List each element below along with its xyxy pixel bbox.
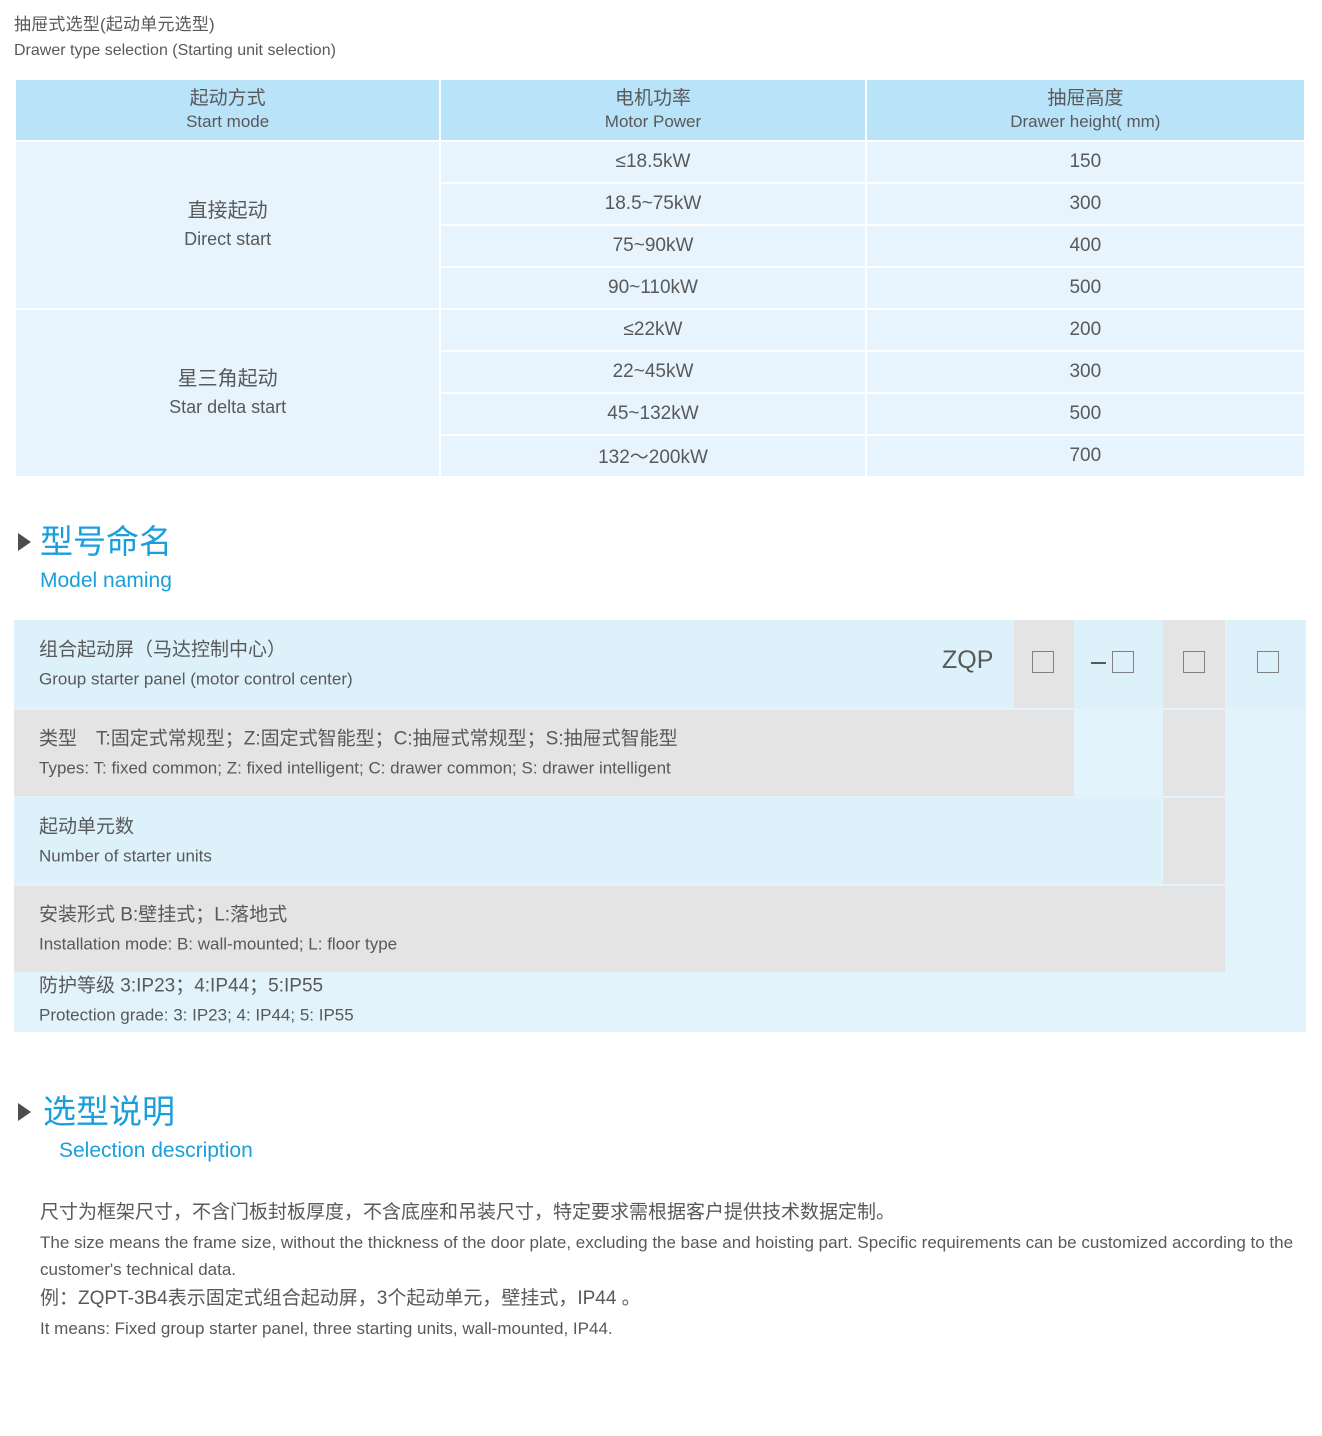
section-heading-cn: 型号命名 xyxy=(40,523,172,560)
table-row: 22~45kW 300 xyxy=(16,351,1304,392)
code-box-units[interactable] xyxy=(1112,651,1134,673)
code-box-install[interactable] xyxy=(1183,651,1205,673)
model-row-en: Types: T: fixed common; Z: fixed intelli… xyxy=(39,758,671,778)
table-row: 75~90kW 400 xyxy=(16,225,1304,266)
motor-power-cell: 132〜200kW xyxy=(441,435,865,476)
section-heading-en: Model naming xyxy=(40,569,172,592)
motor-power-cell: 45~132kW xyxy=(441,393,865,434)
drawer-section-title-en: Drawer type selection (Starting unit sel… xyxy=(14,42,336,59)
header-label-en: Motor Power xyxy=(604,112,702,132)
code-strip-units xyxy=(1076,620,1161,708)
model-row-starter-units: 起动单元数 Number of starter units xyxy=(14,798,1306,884)
code-strip-install xyxy=(1163,710,1225,796)
header-label-cn: 电机功率 xyxy=(614,88,691,109)
drawer-section-title-cn: 抽屉式选型(起动单元选型) xyxy=(14,15,215,34)
drawer-height-cell: 400 xyxy=(866,225,1304,266)
start-mode-en: Direct start xyxy=(184,229,272,250)
motor-power-cell: ≤18.5kW xyxy=(441,141,865,182)
row-band xyxy=(14,710,1074,796)
model-row-cn: 组合起动屏（马达控制中心） xyxy=(39,639,287,661)
drawer-height-cell: 500 xyxy=(866,393,1304,434)
drawer-height-cell: 150 xyxy=(866,141,1304,182)
code-strip-protection xyxy=(1227,620,1306,708)
model-row-text: 安装形式 B:壁挂式；L:落地式 Installation mode: B: w… xyxy=(39,899,397,958)
model-row-cn: 类型 T:固定式常规型；Z:固定式智能型；C:抽屉式常规型；S:抽屉式智能型 xyxy=(39,728,678,750)
table-header-row: 起动方式 Start mode 电机功率 Motor Power 抽屉高度 Dr… xyxy=(16,80,1304,140)
model-code-prefix: ZQP xyxy=(942,646,994,674)
column-header-start-mode: 起动方式 Start mode xyxy=(16,80,440,140)
section-heading-cn: 选型说明 xyxy=(43,1093,175,1130)
motor-power-cell: 75~90kW xyxy=(441,225,865,266)
model-row-text: 类型 T:固定式常规型；Z:固定式智能型；C:抽屉式常规型；S:抽屉式智能型 T… xyxy=(39,723,678,782)
code-separator-dash xyxy=(1091,662,1106,665)
motor-power-cell: ≤22kW xyxy=(441,309,865,350)
column-header-motor-power: 电机功率 Motor Power xyxy=(441,80,865,140)
triangle-bullet-icon xyxy=(18,1103,31,1121)
drawer-height-cell: 500 xyxy=(866,267,1304,308)
table-row: 45~132kW 500 xyxy=(16,393,1304,434)
table-row: 18.5~75kW 300 xyxy=(16,183,1304,224)
description-example-en: It means: Fixed group starter panel, thr… xyxy=(40,1318,613,1338)
model-naming-diagram: 组合起动屏（马达控制中心） Group starter panel (motor… xyxy=(14,620,1306,1032)
model-row-en: Group starter panel (motor control cente… xyxy=(39,669,353,689)
code-box-protection[interactable] xyxy=(1257,651,1279,673)
model-row-group-starter-panel: 组合起动屏（马达控制中心） Group starter panel (motor… xyxy=(14,620,1306,708)
model-row-protection-grade: 防护等级 3:IP23；4:IP44；5:IP55 Protection gra… xyxy=(14,974,1306,1032)
row-band xyxy=(14,886,1225,972)
code-strip-install xyxy=(1163,620,1225,708)
start-mode-cn: 直接起动 xyxy=(187,200,268,223)
table-row: 90~110kW 500 xyxy=(16,267,1304,308)
table-row: 直接起动 Direct start ≤18.5kW 150 xyxy=(16,141,1304,308)
code-strip-type xyxy=(1014,620,1074,708)
description-paragraph-en: The size means the frame size, without t… xyxy=(40,1232,1294,1280)
motor-power-cell: 90~110kW xyxy=(441,267,865,308)
motor-power-cell: 22~45kW xyxy=(441,351,865,392)
model-row-en: Installation mode: B: wall-mounted; L: f… xyxy=(39,934,398,954)
row-band xyxy=(14,798,1161,884)
drawer-height-cell: 700 xyxy=(866,435,1304,476)
header-label-cn: 抽屉高度 xyxy=(1047,88,1124,109)
start-mode-cn: 星三角起动 xyxy=(177,368,278,391)
model-row-text: 防护等级 3:IP23；4:IP44；5:IP55 Protection gra… xyxy=(39,970,354,1029)
table-row: 132〜200kW 700 xyxy=(16,435,1304,476)
description-paragraph-cn: 尺寸为框架尺寸，不含门板封板厚度，不含底座和吊装尺寸，特定要求需根据客户提供技术… xyxy=(40,1202,896,1223)
drawer-selection-table: 起动方式 Start mode 电机功率 Motor Power 抽屉高度 Dr… xyxy=(14,78,1306,478)
code-strip-install xyxy=(1163,798,1225,884)
table-row: 星三角起动 Star delta start ≤22kW 200 xyxy=(16,309,1304,476)
header-label-en: Drawer height( mm) xyxy=(1010,112,1161,132)
drawer-height-cell: 300 xyxy=(866,351,1304,392)
description-example-cn: 例：ZQPT-3B4表示固定式组合起动屏，3个起动单元，壁挂式，IP44 。 xyxy=(40,1287,641,1309)
section-heading-model-naming: 型号命名 Model naming xyxy=(18,525,172,593)
model-row-text: 组合起动屏（马达控制中心） Group starter panel (motor… xyxy=(39,634,353,693)
model-row-text: 起动单元数 Number of starter units xyxy=(39,811,212,870)
model-row-cn: 起动单元数 xyxy=(39,816,135,838)
header-label-en: Start mode xyxy=(186,112,270,132)
motor-power-cell: 18.5~75kW xyxy=(441,183,865,224)
start-mode-cell-star-delta: 星三角起动 Star delta start xyxy=(16,309,440,476)
model-row-en: Protection grade: 3: IP23; 4: IP44; 5: I… xyxy=(39,1005,354,1025)
triangle-bullet-icon xyxy=(18,533,31,551)
model-row-cn: 安装形式 B:壁挂式；L:落地式 xyxy=(39,904,288,926)
model-row-en: Number of starter units xyxy=(39,846,212,866)
column-header-drawer-height: 抽屉高度 Drawer height( mm) xyxy=(866,80,1304,140)
section-heading-en: Selection description xyxy=(59,1139,253,1162)
start-mode-en: Star delta start xyxy=(169,397,287,418)
drawer-height-cell: 200 xyxy=(866,309,1304,350)
drawer-height-cell: 300 xyxy=(866,183,1304,224)
code-box-type[interactable] xyxy=(1032,651,1054,673)
model-row-cn: 防护等级 3:IP23；4:IP44；5:IP55 xyxy=(39,975,324,997)
model-row-types: 类型 T:固定式常规型；Z:固定式智能型；C:抽屉式常规型；S:抽屉式智能型 T… xyxy=(14,710,1306,796)
selection-description-body: 尺寸为框架尺寸，不含门板封板厚度，不含底座和吊装尺寸，特定要求需根据客户提供技术… xyxy=(40,1198,1295,1342)
row-band xyxy=(14,620,1186,708)
start-mode-cell-direct: 直接起动 Direct start xyxy=(16,141,440,308)
model-row-installation-mode: 安装形式 B:壁挂式；L:落地式 Installation mode: B: w… xyxy=(14,886,1306,972)
section-heading-selection-description: 选型说明 Selection description xyxy=(18,1095,253,1163)
header-label-cn: 起动方式 xyxy=(189,88,266,109)
